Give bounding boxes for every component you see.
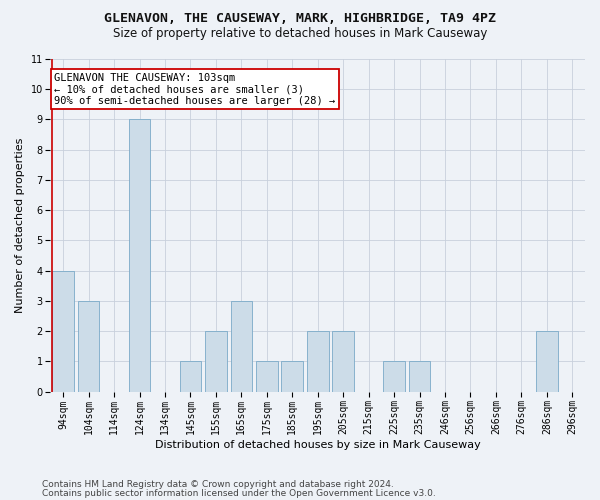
Text: Contains HM Land Registry data © Crown copyright and database right 2024.: Contains HM Land Registry data © Crown c… [42,480,394,489]
Bar [307,331,329,392]
X-axis label: Distribution of detached houses by size in Mark Causeway: Distribution of detached houses by size … [155,440,481,450]
Bar [256,362,278,392]
Bar [179,362,201,392]
Bar [230,301,252,392]
Text: GLENAVON THE CAUSEWAY: 103sqm
← 10% of detached houses are smaller (3)
90% of se: GLENAVON THE CAUSEWAY: 103sqm ← 10% of d… [54,72,335,106]
Bar [281,362,303,392]
Text: Size of property relative to detached houses in Mark Causeway: Size of property relative to detached ho… [113,28,487,40]
Bar [536,331,557,392]
Bar [205,331,227,392]
Text: Contains public sector information licensed under the Open Government Licence v3: Contains public sector information licen… [42,488,436,498]
Text: GLENAVON, THE CAUSEWAY, MARK, HIGHBRIDGE, TA9 4PZ: GLENAVON, THE CAUSEWAY, MARK, HIGHBRIDGE… [104,12,496,26]
Bar [332,331,354,392]
Bar [409,362,430,392]
Bar [383,362,405,392]
Y-axis label: Number of detached properties: Number of detached properties [15,138,25,313]
Bar [78,301,100,392]
Bar [129,120,151,392]
Bar [52,270,74,392]
